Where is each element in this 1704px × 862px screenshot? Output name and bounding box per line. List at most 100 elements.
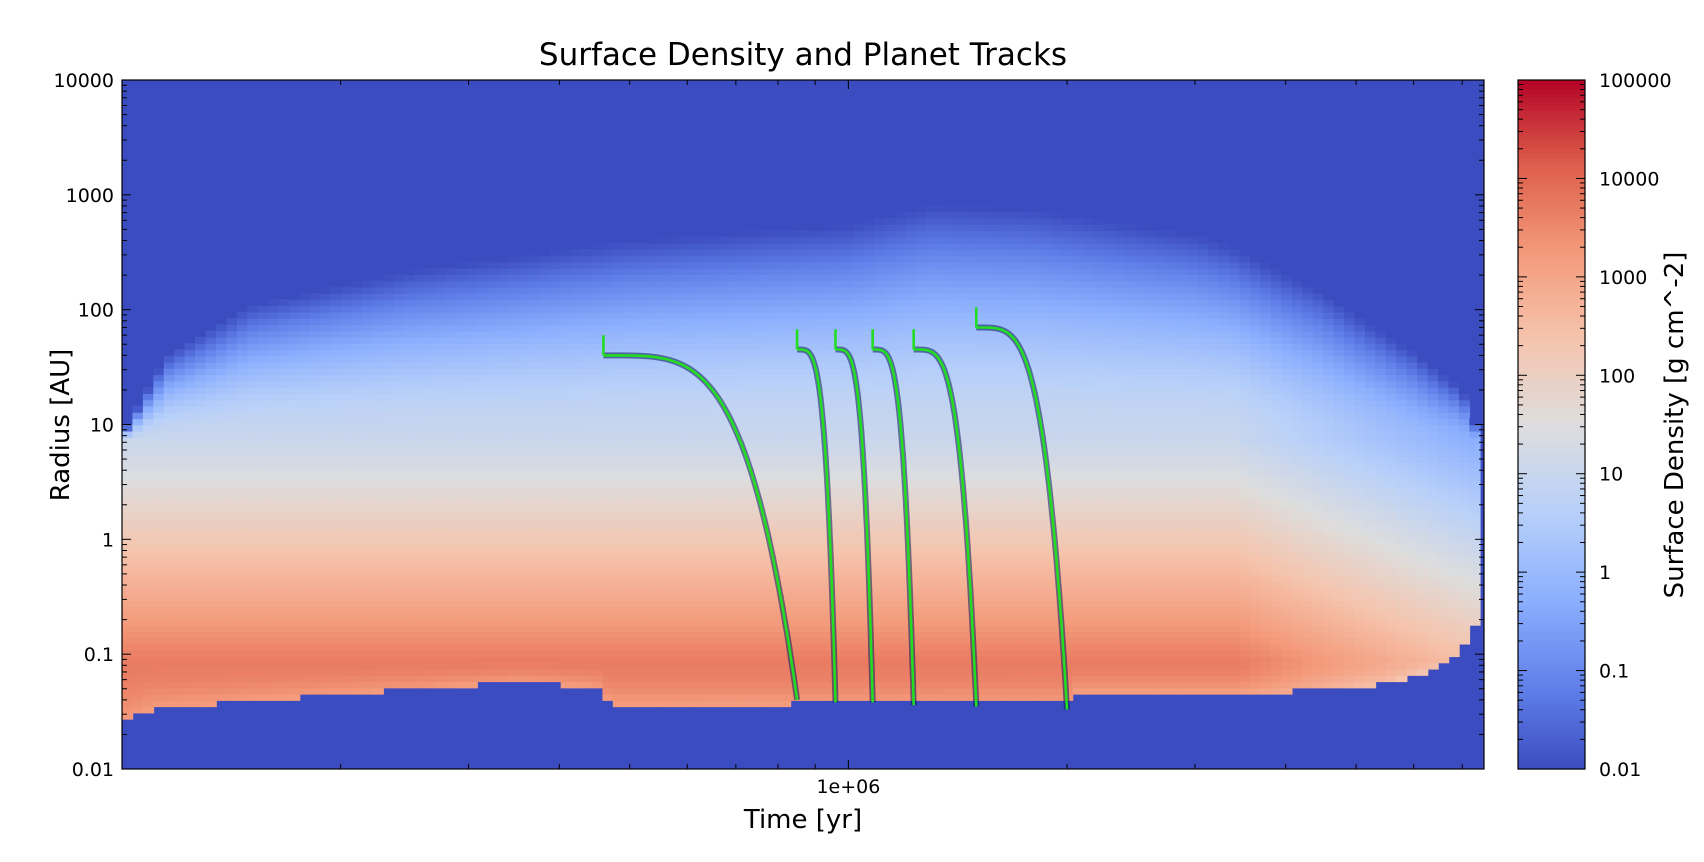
heatmap-cell	[477, 556, 489, 564]
heatmap-cell	[174, 474, 186, 482]
heatmap-cell	[456, 274, 468, 282]
heatmap-cell	[821, 562, 834, 570]
heatmap-cell	[779, 549, 792, 557]
heatmap-cell	[612, 336, 625, 344]
heatmap-cell	[550, 668, 562, 676]
heatmap-cell	[717, 368, 729, 376]
heatmap-cell	[299, 681, 311, 689]
heatmap-cell	[247, 512, 259, 520]
heatmap-cell	[404, 512, 416, 520]
heatmap-cell	[665, 499, 677, 507]
heatmap-cell	[842, 405, 854, 413]
heatmap-cell	[236, 380, 249, 388]
heatmap-cell	[132, 487, 144, 495]
heatmap-cell	[424, 631, 437, 639]
heatmap-cell	[477, 624, 489, 632]
heatmap-cell	[727, 518, 740, 526]
heatmap-cell	[821, 261, 834, 269]
heatmap-cell	[216, 418, 228, 426]
heatmap-cell	[456, 355, 468, 363]
heatmap-cell	[414, 518, 426, 526]
heatmap-cell	[717, 443, 729, 451]
heatmap-cell	[550, 386, 562, 394]
heatmap-cell	[195, 556, 207, 564]
heatmap-cell	[717, 612, 729, 620]
heatmap-cell	[602, 405, 614, 413]
heatmap-cell	[821, 386, 834, 394]
heatmap-cell	[393, 487, 405, 495]
heatmap-cell	[571, 274, 583, 282]
heatmap-cell	[174, 656, 186, 664]
heatmap-cell	[571, 468, 583, 476]
heatmap-cell	[414, 499, 426, 507]
heatmap-cell	[602, 399, 614, 407]
heatmap-cell	[592, 380, 604, 388]
heatmap-cell	[685, 537, 698, 545]
heatmap-cell	[832, 562, 844, 570]
heatmap-cell	[414, 267, 426, 275]
heatmap-cell	[414, 386, 426, 394]
heatmap-cell	[738, 480, 750, 488]
heatmap-cell	[592, 562, 604, 570]
heatmap-cell	[769, 374, 781, 382]
heatmap-cell	[696, 267, 708, 275]
heatmap-cell	[216, 355, 228, 363]
heatmap-cell	[226, 649, 238, 658]
heatmap-cell	[685, 681, 698, 689]
heatmap-cell	[654, 599, 666, 607]
heatmap-cell	[654, 675, 666, 683]
heatmap-cell	[278, 668, 290, 676]
heatmap-cell	[456, 587, 468, 595]
heatmap-cell	[153, 631, 165, 639]
heatmap-cell	[665, 374, 677, 382]
heatmap-cell	[195, 393, 207, 401]
heatmap-cell	[623, 618, 635, 626]
heatmap-cell	[769, 330, 781, 338]
heatmap-cell	[654, 311, 666, 319]
heatmap-cell	[236, 468, 249, 476]
heatmap-cell	[644, 261, 656, 269]
heatmap-cell	[174, 437, 186, 445]
heatmap-cell	[205, 437, 217, 445]
heatmap-cell	[174, 700, 186, 708]
heatmap-cell	[341, 499, 353, 507]
heatmap-cell	[424, 593, 437, 601]
heatmap-cell	[602, 343, 614, 351]
heatmap-cell	[696, 556, 708, 564]
heatmap-cell	[811, 568, 823, 576]
heatmap-cell	[289, 587, 301, 595]
heatmap-cell	[435, 649, 447, 658]
heatmap-cell	[832, 537, 844, 545]
heatmap-cell	[195, 631, 207, 639]
heatmap-cell	[581, 311, 593, 319]
heatmap-cell	[800, 512, 813, 520]
heatmap-cell	[779, 581, 792, 589]
heatmap-cell	[487, 643, 499, 651]
heatmap-cell	[184, 668, 196, 676]
heatmap-cell	[445, 361, 458, 369]
heatmap-cell	[633, 393, 646, 401]
heatmap-cell	[685, 443, 698, 451]
heatmap-cell	[299, 424, 311, 432]
heatmap-cell	[800, 693, 813, 701]
heatmap-cell	[706, 556, 719, 564]
heatmap-cell	[487, 487, 499, 495]
heatmap-cell	[539, 530, 552, 539]
heatmap-cell	[424, 537, 437, 545]
heatmap-cell	[424, 487, 437, 495]
heatmap-cell	[487, 649, 499, 658]
heatmap-cell	[738, 693, 750, 701]
heatmap-cell	[539, 355, 552, 363]
heatmap-cell	[351, 581, 364, 589]
heatmap-cell	[414, 411, 426, 420]
heatmap-cell	[612, 261, 625, 269]
heatmap-cell	[518, 462, 531, 470]
heatmap-cell	[581, 556, 593, 564]
heatmap-cell	[832, 668, 844, 676]
heatmap-cell	[153, 443, 165, 451]
heatmap-cell	[404, 606, 416, 614]
heatmap-cell	[748, 631, 760, 639]
heatmap-cell	[310, 512, 322, 520]
heatmap-cell	[602, 581, 614, 589]
heatmap-cell	[769, 361, 781, 369]
